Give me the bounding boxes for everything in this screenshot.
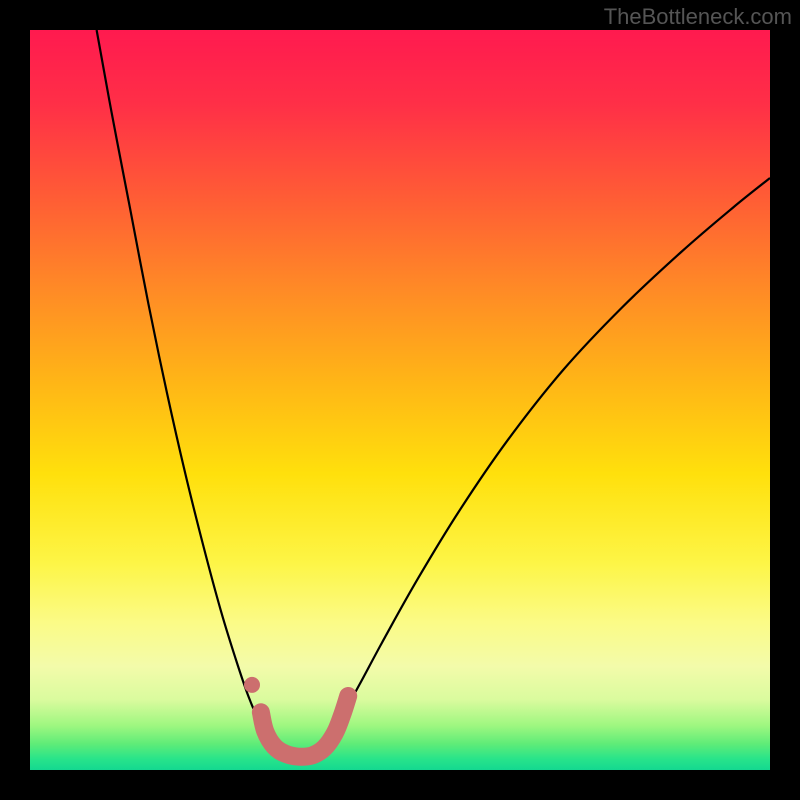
valley-highlight: [261, 696, 348, 757]
right-curve: [328, 178, 770, 739]
chart-frame: TheBottleneck.com: [0, 0, 800, 800]
watermark-text: TheBottleneck.com: [604, 4, 792, 30]
valley-dot: [244, 677, 260, 693]
left-curve: [97, 30, 269, 739]
curve-layer: [0, 0, 800, 800]
